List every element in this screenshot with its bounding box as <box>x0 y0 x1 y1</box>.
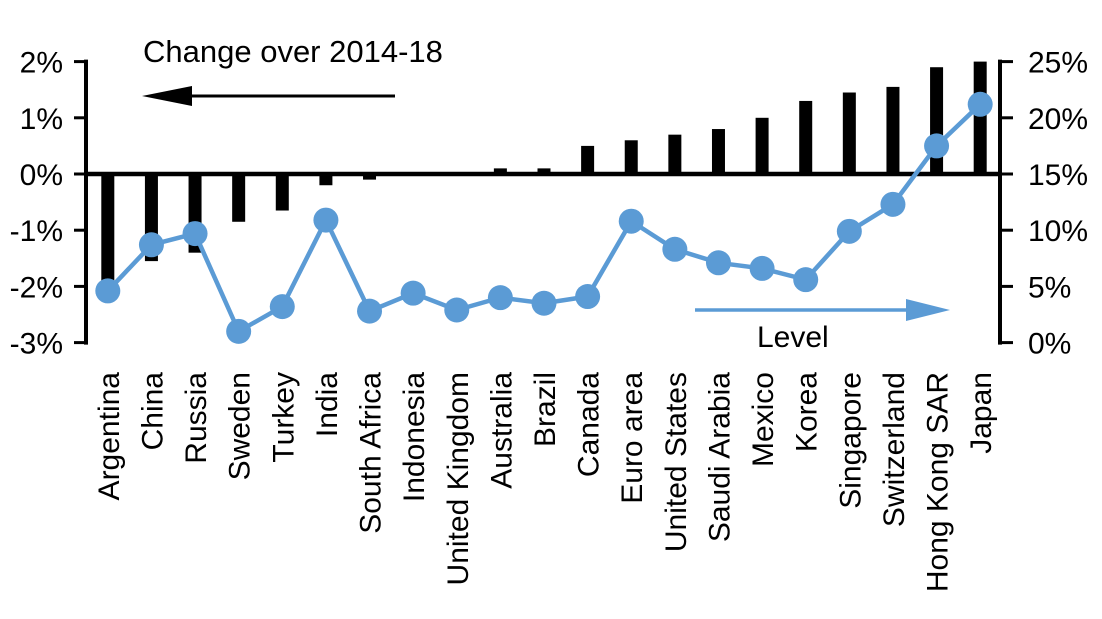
marker-russia <box>182 221 208 247</box>
right-axis-tick-label: 15% <box>1028 159 1088 192</box>
bar-saudi-arabia <box>711 129 725 174</box>
bar-australia <box>493 168 507 174</box>
marker-mexico <box>749 255 775 281</box>
category-label-switzerland: Switzerland <box>878 372 911 527</box>
category-label-saudi-arabia: Saudi Arabia <box>703 372 736 542</box>
category-label-united-kingdom: United Kingdom <box>442 372 475 585</box>
bar-mexico <box>755 117 769 174</box>
category-label-south-africa: South Africa <box>355 372 388 534</box>
marker-singapore <box>836 218 862 244</box>
marker-united-states <box>662 236 688 262</box>
bar-united-states <box>668 134 682 174</box>
right-axis-tick-label: 5% <box>1028 271 1071 304</box>
marker-brazil <box>531 290 557 316</box>
left-arrow-head-icon <box>142 86 192 106</box>
marker-switzerland <box>880 191 906 217</box>
line-series-group <box>95 91 993 344</box>
marker-argentina <box>95 278 121 304</box>
marker-turkey <box>269 294 295 320</box>
category-label-japan: Japan <box>965 372 998 454</box>
category-label-russia: Russia <box>180 372 213 464</box>
marker-south-africa <box>357 298 383 324</box>
bar-korea <box>799 100 813 174</box>
marker-korea <box>793 267 819 293</box>
category-label-indonesia: Indonesia <box>398 372 431 502</box>
left-axis-tick-label: 2% <box>20 47 63 80</box>
right-axis: 25% 20% 15% 10% 5% 0% <box>998 47 1088 361</box>
bar-japan <box>973 61 987 174</box>
category-label-turkey: Turkey <box>267 372 300 463</box>
marker-euro-area <box>618 208 644 234</box>
category-label-mexico: Mexico <box>747 372 780 467</box>
marker-china <box>138 232 164 258</box>
left-axis: 2% 1% 0% -1% -2% -3% <box>10 47 88 361</box>
marker-india <box>313 207 339 233</box>
category-label-hong-kong-sar: Hong Kong SAR <box>922 372 955 592</box>
bar-series-arrow <box>142 86 395 106</box>
category-label-india: India <box>311 372 344 437</box>
category-label-canada: Canada <box>573 372 606 477</box>
bar-switzerland <box>886 86 900 174</box>
category-label-china: China <box>136 372 169 451</box>
category-label-sweden: Sweden <box>224 372 257 480</box>
marker-canada <box>575 284 601 310</box>
bar-euro-area <box>624 140 638 174</box>
category-labels: Argentina China Russia Sweden Turkey India Sou… <box>93 372 998 592</box>
bar-series-group <box>101 61 987 281</box>
bar-series-title: Change over 2014-18 <box>143 34 443 69</box>
category-label-brazil: Brazil <box>529 372 562 447</box>
category-label-argentina: Argentina <box>93 372 126 501</box>
left-axis-tick-label: -2% <box>10 271 63 304</box>
right-axis-tick-label: 0% <box>1028 328 1071 361</box>
marker-indonesia <box>400 280 426 306</box>
marker-saudi-arabia <box>705 250 731 276</box>
bar-india <box>319 174 333 186</box>
bar-canada <box>581 145 595 174</box>
left-axis-tick-label: -3% <box>10 328 63 361</box>
right-axis-tick-label: 10% <box>1028 215 1088 248</box>
bar-south-africa <box>363 174 377 180</box>
category-label-korea: Korea <box>791 372 824 452</box>
right-axis-tick-label: 20% <box>1028 103 1088 136</box>
category-label-australia: Australia <box>485 372 518 489</box>
category-label-euro-area: Euro area <box>616 372 649 504</box>
bar-argentina <box>101 174 115 281</box>
bar-turkey <box>275 174 289 211</box>
marker-hong-kong-sar <box>924 133 950 159</box>
bar-brazil <box>537 168 551 174</box>
right-arrow-head-icon <box>906 299 950 321</box>
marker-japan <box>967 91 993 117</box>
left-axis-tick-label: 0% <box>20 159 63 192</box>
line-series-arrow <box>695 299 950 321</box>
bar-sweden <box>232 174 246 222</box>
category-label-singapore: Singapore <box>834 372 867 509</box>
category-label-united-states: United States <box>660 372 693 552</box>
right-axis-tick-label: 25% <box>1028 47 1088 80</box>
line-series-title: Level <box>757 321 829 354</box>
marker-australia <box>487 285 513 311</box>
bar-singapore <box>842 92 856 174</box>
marker-united-kingdom <box>444 297 470 323</box>
marker-sweden <box>226 318 252 344</box>
left-axis-tick-label: 1% <box>20 103 63 136</box>
left-axis-tick-label: -1% <box>10 215 63 248</box>
